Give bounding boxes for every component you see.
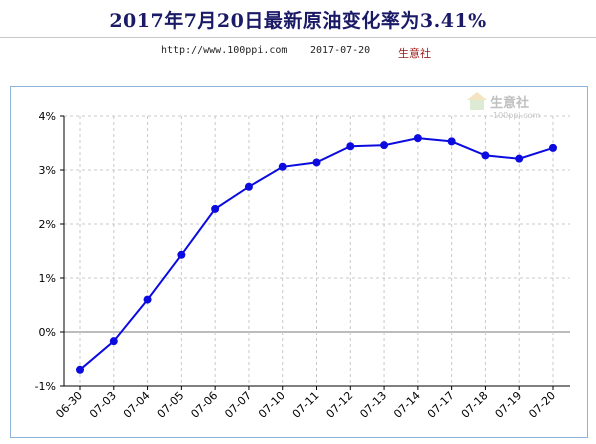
data-point (549, 143, 557, 152)
house-icon (467, 92, 487, 110)
x-tick-label: 06-30 (53, 389, 85, 421)
y-tick-label: 2% (39, 218, 56, 231)
y-tick-label: 1% (39, 272, 56, 285)
x-tick-label: 07-19 (493, 389, 525, 421)
source-url: http://www.100ppi.com (161, 45, 288, 56)
x-tick-label: 07-18 (459, 389, 491, 421)
x-tick-label: 07-10 (256, 389, 288, 421)
data-point (481, 151, 490, 160)
x-tick-label: 07-17 (425, 389, 457, 421)
x-tick-label: 07-14 (391, 389, 423, 421)
watermark-logo: 生意社 100ppi.com (467, 92, 540, 120)
x-tick-label: 07-05 (155, 389, 187, 421)
y-tick-label: 4% (39, 110, 56, 123)
chart-panel (10, 86, 588, 438)
y-tick-labels: -1% 0% 1% 2% 3% 4% (35, 110, 56, 393)
data-point (244, 182, 253, 191)
x-tick-label: 07-20 (526, 389, 558, 421)
data-point (346, 142, 355, 151)
publish-date: 2017-07-20 (310, 45, 371, 56)
y-tick-label: -1% (35, 380, 56, 393)
data-point (447, 137, 456, 146)
data-point (109, 337, 118, 346)
watermark-brand: 生意社 (490, 95, 529, 111)
brand-label: 生意社 (398, 47, 431, 60)
data-point (177, 250, 186, 259)
data-point (76, 365, 84, 374)
y-tick-label: 3% (39, 164, 56, 177)
data-point (312, 158, 321, 167)
data-point (211, 204, 220, 213)
x-tick-label: 07-12 (324, 389, 356, 421)
title-divider (0, 37, 596, 38)
y-tick-label: 0% (39, 326, 56, 339)
data-point (413, 134, 422, 143)
x-tick-label: 07-06 (188, 389, 220, 421)
watermark-url: 100ppi.com (493, 111, 540, 120)
data-point (380, 141, 389, 150)
data-point (515, 154, 524, 163)
x-tick-labels: 06-30 07-03 07-04 07-05 07-06 07-07 07-10 07-11… (53, 389, 558, 421)
x-tick-label: 07-03 (87, 389, 119, 421)
x-tick-label: 07-07 (222, 389, 254, 421)
data-point (143, 295, 152, 304)
series (76, 134, 557, 374)
x-tick-label: 07-04 (121, 389, 153, 421)
chart-title: 2017年7月20日最新原油变化率为3.41% (109, 10, 487, 32)
x-tick-label: 07-13 (357, 389, 389, 421)
x-tick-label: 07-11 (290, 389, 322, 421)
axes (60, 115, 570, 390)
data-point (278, 162, 287, 171)
